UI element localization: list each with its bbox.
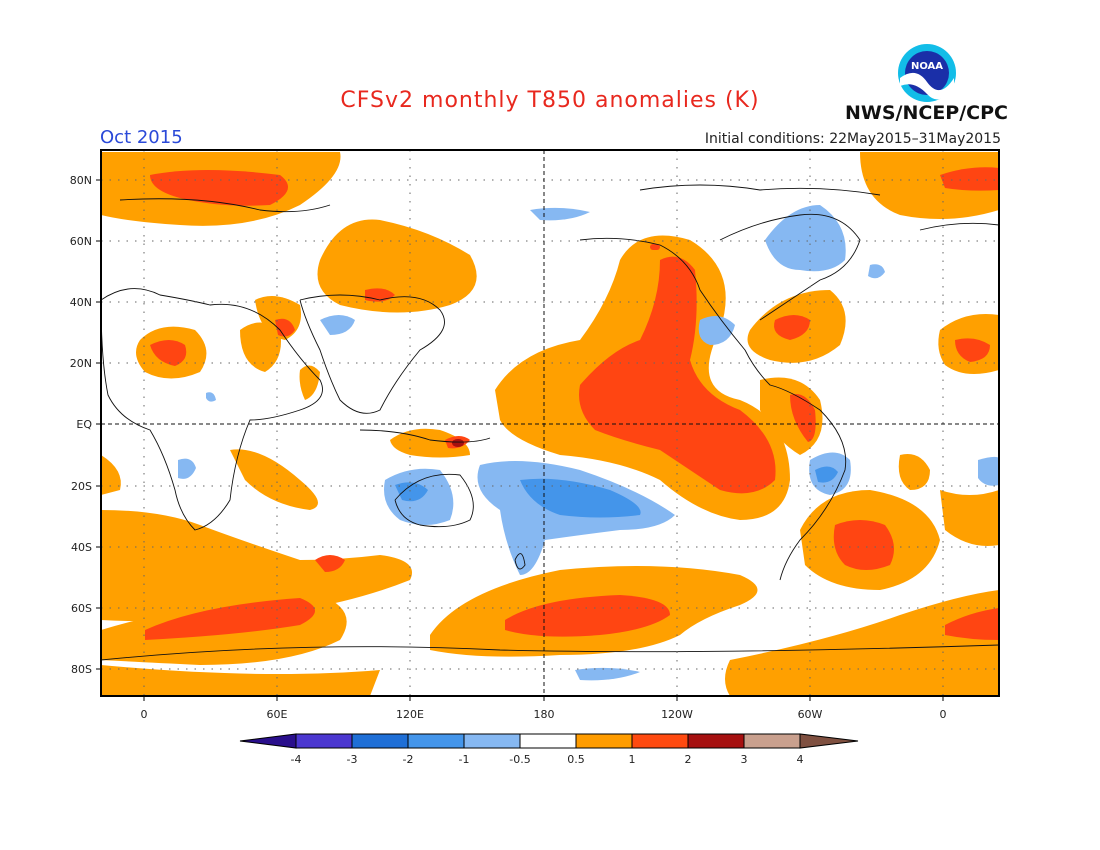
lon-label: 120W bbox=[661, 708, 693, 721]
lat-label: 80S bbox=[71, 663, 92, 676]
forecast-month: Oct 2015 bbox=[100, 127, 183, 148]
lon-label: 60W bbox=[798, 708, 823, 721]
colorbar-label: 2 bbox=[685, 753, 692, 766]
colorbar-swatch bbox=[463, 733, 521, 749]
lat-label: 60S bbox=[71, 602, 92, 615]
colorbar-swatch bbox=[575, 733, 633, 749]
lat-label: 80N bbox=[70, 174, 92, 187]
lon-label: 120E bbox=[396, 708, 424, 721]
lon-label: 180 bbox=[534, 708, 555, 721]
colorbar-swatch bbox=[687, 733, 745, 749]
colorbar-swatch bbox=[519, 733, 577, 749]
lon-label: 0 bbox=[141, 708, 148, 721]
initial-conditions: Initial conditions: 22May2015–31May2015 bbox=[704, 131, 1001, 147]
chart-title: CFSv2 monthly T850 anomalies (K) bbox=[340, 88, 760, 113]
colorbar-swatch bbox=[743, 733, 801, 749]
coastlines bbox=[101, 184, 999, 661]
agency-label: NWS/NCEP/CPC bbox=[845, 102, 1008, 124]
anomaly-field bbox=[101, 150, 999, 696]
colorbar-label: -3 bbox=[347, 753, 358, 766]
colorbar-arrow-low bbox=[239, 733, 297, 749]
colorbar-label: -2 bbox=[403, 753, 414, 766]
colorbar-swatch bbox=[407, 733, 465, 749]
lon-label: 60E bbox=[267, 708, 288, 721]
colorbar-label: -0.5 bbox=[509, 753, 530, 766]
colorbar-label: -4 bbox=[291, 753, 302, 766]
lat-label: EQ bbox=[76, 418, 92, 431]
lat-label: 20S bbox=[71, 480, 92, 493]
colorbar: -4 -3 -2 -1 -0.5 0.5 1 2 3 4 bbox=[239, 733, 859, 766]
cool-anomaly-1k bbox=[395, 466, 838, 518]
colorbar-swatch bbox=[351, 733, 409, 749]
noaa-logo: NOAA bbox=[898, 44, 956, 102]
lon-label: 0 bbox=[940, 708, 947, 721]
lat-tick-marks bbox=[96, 179, 101, 670]
colorbar-label: 1 bbox=[629, 753, 636, 766]
colorbar-label: 3 bbox=[741, 753, 748, 766]
gridlines bbox=[101, 150, 999, 696]
lat-label: 20N bbox=[70, 357, 92, 370]
lat-label: 40N bbox=[70, 296, 92, 309]
logo-text: NOAA bbox=[911, 61, 943, 72]
colorbar-swatch bbox=[631, 733, 689, 749]
colorbar-label: 0.5 bbox=[567, 753, 585, 766]
colorbar-swatch bbox=[295, 733, 353, 749]
colorbar-label: 4 bbox=[797, 753, 804, 766]
lat-label: 60N bbox=[70, 235, 92, 248]
map-frame bbox=[100, 149, 1000, 697]
colorbar-label: -1 bbox=[459, 753, 470, 766]
warm-anomaly-2k bbox=[145, 167, 999, 640]
lon-tick-marks bbox=[143, 696, 944, 701]
lat-label: 40S bbox=[71, 541, 92, 554]
colorbar-arrow-high bbox=[799, 733, 859, 749]
